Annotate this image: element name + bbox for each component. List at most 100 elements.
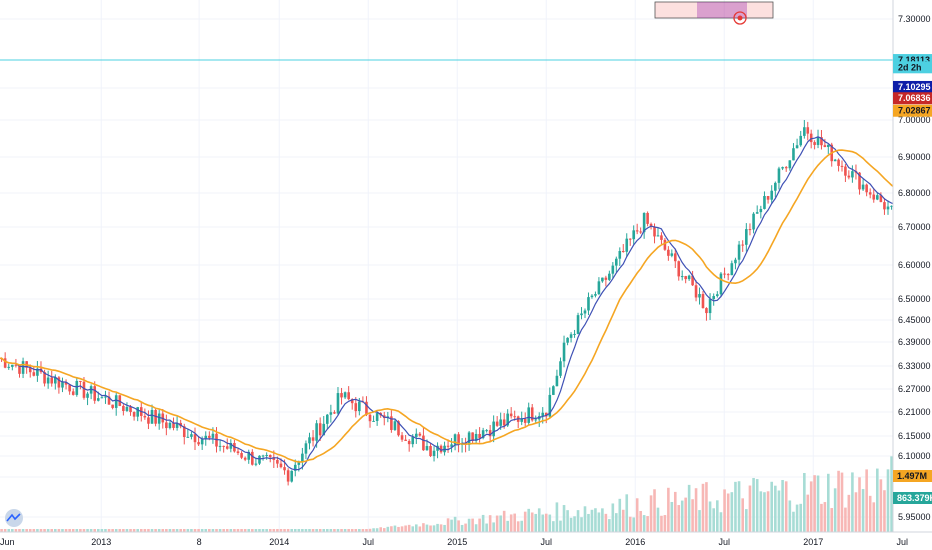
volume-bar bbox=[649, 495, 653, 532]
candle-body bbox=[726, 274, 730, 276]
candle-body bbox=[677, 261, 681, 277]
candle-body bbox=[471, 432, 474, 441]
volume-bar bbox=[404, 525, 407, 532]
volume-bar bbox=[847, 494, 851, 532]
volume-bar bbox=[397, 526, 400, 532]
volume-bar bbox=[154, 529, 157, 532]
volume-bar bbox=[179, 529, 182, 532]
candle-body bbox=[816, 137, 820, 145]
candle-body bbox=[488, 430, 492, 437]
candle-body bbox=[799, 135, 803, 146]
candle-body bbox=[861, 184, 865, 190]
volume-bar bbox=[527, 508, 531, 532]
volume-bar bbox=[322, 529, 326, 532]
volume-bar bbox=[851, 472, 854, 532]
volume-bar bbox=[667, 487, 670, 532]
candle-body bbox=[293, 464, 297, 471]
price-tick-label: 6.27000 bbox=[898, 384, 931, 394]
volume-bar bbox=[71, 529, 75, 532]
target-icon bbox=[733, 11, 747, 25]
price-tick-label: 6.50000 bbox=[898, 294, 931, 304]
candle-body bbox=[481, 430, 485, 439]
volume-bar bbox=[621, 509, 625, 532]
candle-body bbox=[3, 358, 7, 368]
volume-bar bbox=[868, 495, 872, 532]
volume-bar bbox=[14, 529, 18, 532]
volume-bar bbox=[523, 511, 527, 532]
volume-bar bbox=[506, 520, 509, 532]
candle-body bbox=[766, 196, 770, 200]
candle-body bbox=[450, 444, 453, 447]
volume-bar bbox=[766, 491, 770, 532]
price-tick-label: 6.10000 bbox=[898, 451, 931, 461]
volume-bar bbox=[400, 526, 404, 532]
volume-bar bbox=[833, 488, 837, 532]
volume-bar bbox=[691, 499, 694, 532]
time-axis[interactable]: Jun201382014Jul2015Jul2016Jul2017Jul2018… bbox=[0, 531, 932, 547]
volume-bar bbox=[200, 529, 204, 532]
volume-bar bbox=[861, 489, 865, 532]
candle-body bbox=[687, 275, 691, 280]
volume-bar bbox=[813, 475, 816, 532]
volume-bar bbox=[25, 529, 28, 532]
volume-bar bbox=[820, 503, 823, 532]
candle-body bbox=[340, 393, 343, 398]
volume-bar bbox=[354, 529, 358, 532]
volume-bar bbox=[569, 517, 573, 532]
volume-bar bbox=[597, 512, 601, 532]
candle-body bbox=[286, 470, 290, 482]
candle-body bbox=[485, 430, 488, 432]
volume-bar bbox=[343, 529, 347, 532]
candle-body bbox=[36, 368, 39, 376]
grid-lines bbox=[0, 0, 903, 532]
candle-body bbox=[418, 433, 422, 436]
volume-bar bbox=[792, 511, 795, 532]
candle-body bbox=[268, 454, 272, 458]
candle-body bbox=[28, 367, 32, 373]
volume-bar bbox=[745, 509, 748, 532]
volume-bar bbox=[513, 513, 516, 532]
candle-body bbox=[400, 435, 404, 440]
candle-body bbox=[372, 420, 375, 422]
volume-bar bbox=[290, 529, 293, 532]
candle-body bbox=[809, 133, 813, 143]
candle-body bbox=[429, 446, 432, 457]
candle-body bbox=[71, 391, 75, 395]
price-tick-label: 6.45000 bbox=[898, 315, 931, 325]
price-axis[interactable]: 7.300007.100007.000006.900006.800006.700… bbox=[892, 0, 932, 550]
candle-body bbox=[876, 195, 879, 200]
candle-body bbox=[397, 421, 400, 436]
volume-bar bbox=[190, 529, 193, 532]
candle-body bbox=[240, 453, 243, 458]
volume-bar bbox=[639, 510, 642, 532]
volume-bar bbox=[823, 502, 827, 532]
candle-body bbox=[104, 396, 107, 398]
candle-body bbox=[803, 127, 806, 136]
volume-bar bbox=[608, 519, 611, 532]
candle-body bbox=[82, 381, 86, 398]
volume-bar bbox=[763, 492, 766, 532]
volume-bar bbox=[594, 508, 597, 532]
candle-body bbox=[432, 450, 436, 457]
volume-bar bbox=[247, 529, 251, 532]
volume-bar bbox=[372, 528, 375, 532]
candle-body bbox=[788, 160, 792, 169]
time-tick-label: Jul bbox=[718, 537, 730, 547]
candle-body bbox=[57, 377, 61, 388]
volume-bar bbox=[770, 481, 774, 532]
volume-bar bbox=[411, 526, 415, 532]
candle-body bbox=[326, 414, 329, 424]
volume-bar bbox=[552, 521, 555, 532]
candle-body bbox=[642, 212, 646, 233]
volume-bar bbox=[258, 529, 261, 532]
volume-badge-label: 1.497M bbox=[897, 471, 927, 481]
candle-body bbox=[795, 145, 799, 149]
volume-bar bbox=[136, 529, 139, 532]
volume-bar bbox=[886, 469, 890, 532]
candle-body bbox=[748, 229, 752, 231]
volume-bar bbox=[803, 472, 806, 532]
volume-bar bbox=[865, 469, 868, 532]
volume-bar bbox=[872, 502, 876, 532]
volume-bar bbox=[548, 514, 552, 532]
